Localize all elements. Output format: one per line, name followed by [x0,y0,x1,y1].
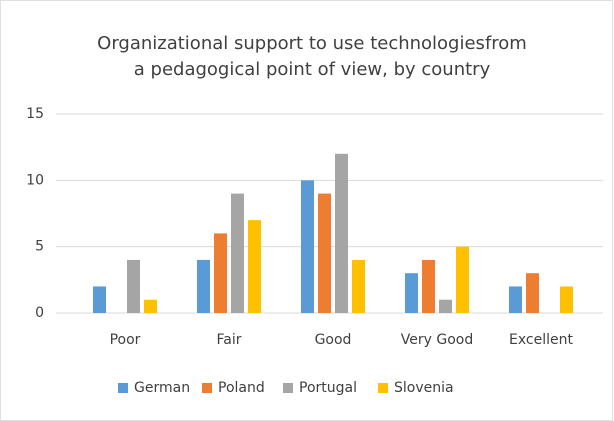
x-tick-label: Good [315,332,352,348]
bar [439,299,452,313]
x-tick-label: Excellent [509,332,573,348]
bar [197,259,210,313]
legend-swatch [378,383,388,393]
bar [318,193,331,313]
bar [93,286,106,313]
legend-swatch [283,383,293,393]
legend-swatch [118,383,128,393]
y-tick-label: 0 [35,305,44,321]
bar [422,259,435,313]
bar [352,259,365,313]
bar [301,180,314,313]
bar [509,286,522,313]
legend-label: Slovenia [394,380,454,396]
legend-label: Portugal [299,380,357,396]
bar [231,193,244,313]
bar [248,220,261,313]
bar [144,299,157,313]
bar [456,246,469,313]
bar [560,286,573,313]
chart-title: Organizational support to use technologi… [97,33,527,54]
y-tick-label: 5 [35,239,44,255]
x-tick-label: Poor [110,332,141,348]
y-tick-label: 10 [26,172,44,188]
legend-swatch [202,383,212,393]
bar [127,259,140,313]
legend-label: Poland [218,380,265,396]
bar [335,153,348,313]
bar [405,273,418,313]
x-tick-label: Very Good [401,332,473,348]
bar [214,233,227,313]
chart-title: a pedagogical point of view, by country [134,59,491,80]
legend-label: German [134,380,190,396]
x-tick-label: Fair [217,332,242,348]
y-tick-label: 15 [26,106,44,122]
bar [526,273,539,313]
